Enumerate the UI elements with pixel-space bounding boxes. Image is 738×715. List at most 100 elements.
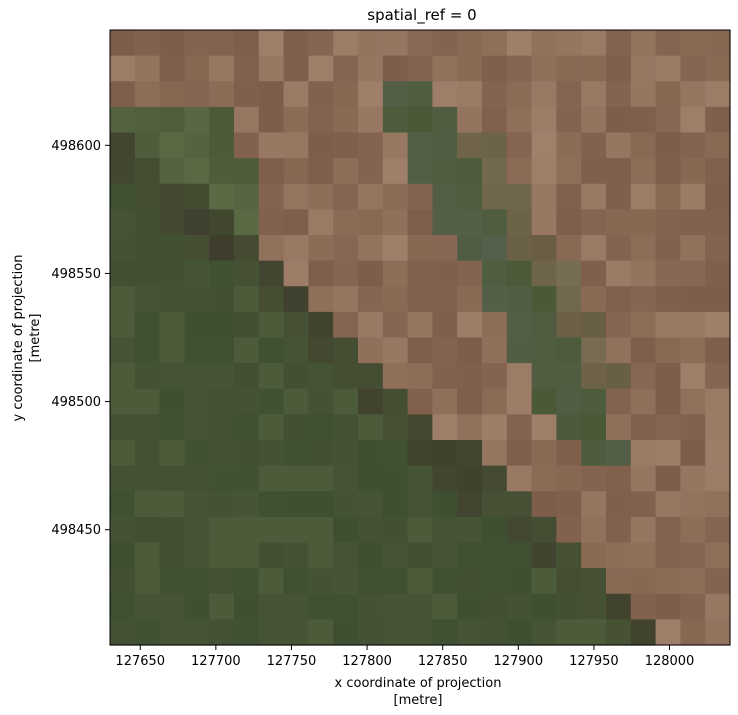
raster-pixel — [581, 516, 607, 544]
raster-pixel — [283, 183, 309, 210]
raster-pixel — [630, 568, 657, 595]
raster-pixel — [581, 465, 607, 492]
raster-pixel — [482, 414, 508, 441]
raster-pixel — [655, 106, 681, 134]
raster-pixel — [209, 440, 235, 467]
raster-pixel — [134, 414, 161, 441]
raster-pixel — [630, 491, 657, 518]
raster-pixel — [680, 106, 706, 134]
raster-pixel — [258, 286, 285, 313]
raster-pixel — [630, 183, 657, 210]
raster-pixel — [407, 465, 433, 492]
raster-pixel — [432, 235, 458, 262]
raster-pixel — [159, 81, 185, 108]
raster-pixel — [283, 568, 309, 595]
raster-pixel — [209, 183, 235, 210]
raster-pixel — [457, 106, 483, 134]
raster-pixel — [110, 516, 136, 544]
raster-pixel — [531, 465, 557, 492]
raster-pixel — [209, 311, 235, 339]
raster-pixel — [234, 516, 260, 544]
raster-pixel — [457, 286, 483, 313]
raster-pixel — [134, 132, 161, 159]
raster-pixel — [258, 158, 285, 185]
raster-pixel — [184, 516, 210, 544]
x-tick-label: 127850 — [418, 654, 468, 669]
raster-pixel — [630, 106, 657, 134]
raster-pixel — [308, 491, 334, 518]
raster-pixel — [432, 286, 458, 313]
raster-pixel — [457, 235, 483, 262]
raster-pixel — [506, 183, 533, 210]
raster-pixel — [531, 106, 557, 134]
raster-pixel — [358, 286, 384, 313]
raster-pixel — [457, 440, 483, 467]
raster-pixel — [482, 106, 508, 134]
raster-pixel — [184, 465, 210, 492]
raster-pixel — [134, 542, 161, 569]
raster-pixel — [358, 106, 384, 134]
raster-pixel — [333, 30, 359, 57]
raster-pixel — [432, 414, 458, 441]
raster-pixel — [581, 132, 607, 159]
raster-pixel — [432, 465, 458, 492]
raster-pixel — [482, 132, 508, 159]
raster-pixel — [258, 440, 285, 467]
raster-pixel — [506, 286, 533, 313]
raster-pixel — [432, 568, 458, 595]
raster-pixel — [531, 132, 557, 159]
raster-pixel — [382, 55, 409, 82]
raster-pixel — [581, 55, 607, 82]
raster-pixel — [283, 260, 309, 287]
raster-pixel — [606, 260, 632, 287]
raster-pixel — [606, 209, 632, 236]
raster-pixel — [482, 81, 508, 108]
raster-pixel — [655, 440, 681, 467]
raster-pixel — [606, 516, 632, 544]
raster-pixel — [358, 209, 384, 236]
raster-pixel — [134, 440, 161, 467]
raster-pixel — [209, 337, 235, 364]
raster-pixel — [407, 158, 433, 185]
raster-pixel — [457, 388, 483, 415]
raster-pixel — [606, 311, 632, 339]
raster-pixel — [655, 311, 681, 339]
raster-pixel — [308, 516, 334, 544]
raster-pixel — [159, 106, 185, 134]
raster-pixel — [506, 337, 533, 364]
raster-pixel — [407, 132, 433, 159]
raster-pixel — [531, 183, 557, 210]
raster-pixel — [581, 440, 607, 467]
raster-pixel — [482, 235, 508, 262]
raster-pixel — [234, 183, 260, 210]
raster-pixel — [258, 183, 285, 210]
raster-pixel — [482, 619, 508, 646]
raster-pixel — [655, 132, 681, 159]
raster-pixel — [283, 414, 309, 441]
raster-pixel — [184, 183, 210, 210]
raster-pixel — [531, 491, 557, 518]
raster-pixel — [283, 311, 309, 339]
raster-pixel — [209, 286, 235, 313]
raster-pixel — [457, 516, 483, 544]
raster-pixel — [407, 491, 433, 518]
raster-pixel — [407, 593, 433, 620]
raster-pixel — [630, 286, 657, 313]
raster-pixel — [531, 619, 557, 646]
raster-pixel — [159, 311, 185, 339]
y-axis-label-unit: [metre] — [28, 314, 43, 363]
raster-pixel — [134, 286, 161, 313]
raster-pixel — [209, 568, 235, 595]
raster-pixel — [482, 491, 508, 518]
raster-pixel — [184, 363, 210, 390]
raster-pixel — [134, 363, 161, 390]
raster-pixel — [283, 619, 309, 646]
raster-pixel — [457, 542, 483, 569]
raster-pixel — [432, 619, 458, 646]
raster-pixel — [358, 619, 384, 646]
raster-pixel — [184, 593, 210, 620]
raster-pixel — [680, 183, 706, 210]
raster-pixel — [655, 286, 681, 313]
raster-pixel — [705, 440, 731, 467]
